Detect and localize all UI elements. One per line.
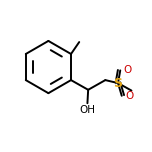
Text: O: O — [125, 91, 134, 101]
Text: OH: OH — [79, 105, 95, 115]
Text: S: S — [114, 77, 123, 90]
Text: O: O — [124, 65, 132, 75]
